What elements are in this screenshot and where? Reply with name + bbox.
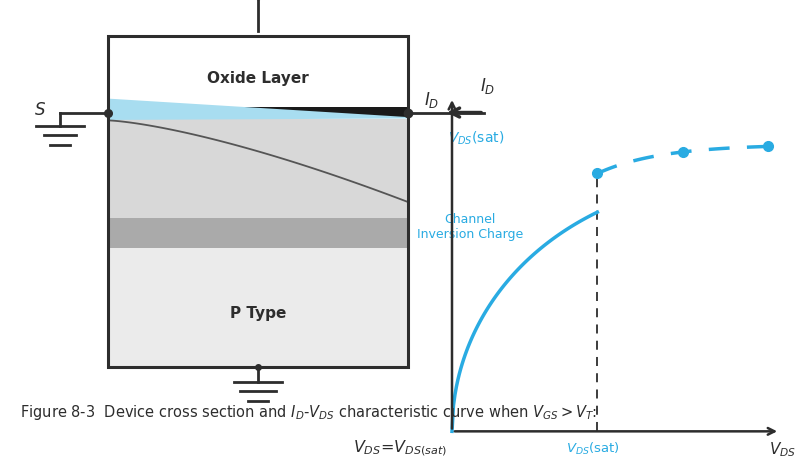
Text: P Type: P Type	[230, 306, 286, 321]
Text: $I_D$: $I_D$	[424, 90, 440, 109]
Bar	[108, 107, 408, 117]
Polygon shape	[108, 99, 408, 120]
Text: $V_{DS}$=$V_{DS(sat)}$: $V_{DS}$=$V_{DS(sat)}$	[353, 438, 447, 458]
Bar	[108, 248, 408, 367]
Text: $V_{DS}$: $V_{DS}$	[769, 440, 796, 459]
Text: Oxide Layer: Oxide Layer	[207, 71, 309, 86]
Bar	[108, 36, 408, 367]
Bar	[108, 118, 408, 218]
Bar	[108, 36, 408, 118]
Bar	[108, 218, 408, 248]
Text: $V_{DS}$(sat): $V_{DS}$(sat)	[448, 130, 504, 147]
Text: S: S	[34, 101, 46, 119]
Text: Channel
Inversion Charge: Channel Inversion Charge	[418, 213, 523, 241]
Text: $I_D$: $I_D$	[480, 76, 496, 96]
Text: $V_{DS}$(sat): $V_{DS}$(sat)	[566, 441, 620, 457]
Text: Figure 8-3  Device cross section and $I_D$-$V_{DS}$ characteristic curve when $V: Figure 8-3 Device cross section and $I_D…	[20, 403, 597, 422]
